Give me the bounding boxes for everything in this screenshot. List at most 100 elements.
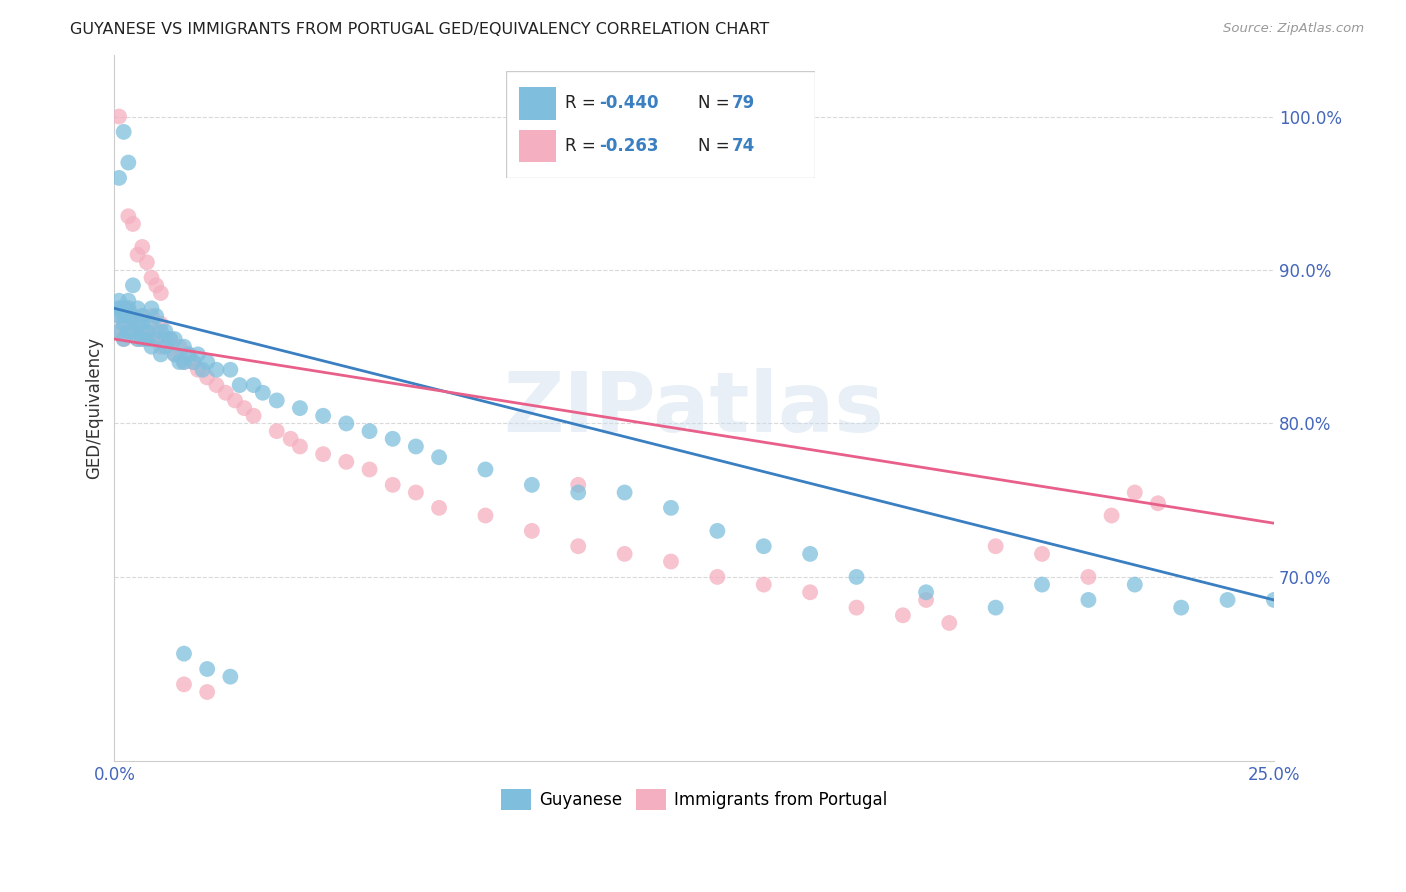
Text: 79: 79 [733, 95, 755, 112]
FancyBboxPatch shape [506, 71, 815, 178]
Point [173, 677, 195, 691]
Point [117, 209, 139, 223]
Point [335, 455, 357, 469]
Point [108, 170, 131, 185]
Point [108, 293, 131, 308]
Point [122, 309, 145, 323]
Point [567, 478, 589, 492]
Bar [519, 130, 555, 162]
Point [915, 593, 938, 607]
Point [131, 309, 153, 323]
Point [233, 401, 256, 416]
Point [149, 285, 172, 300]
Point [135, 324, 157, 338]
Point [335, 417, 357, 431]
Point [112, 317, 135, 331]
Point [135, 332, 157, 346]
Text: R =: R = [565, 137, 600, 155]
Point [177, 347, 200, 361]
Point [1031, 577, 1053, 591]
Point [427, 450, 450, 465]
Point [117, 293, 139, 308]
Point [173, 647, 195, 661]
Point [195, 662, 218, 676]
Point [187, 347, 209, 361]
Point [117, 301, 139, 316]
Text: N =: N = [697, 95, 735, 112]
Text: 74: 74 [733, 137, 755, 155]
Point [219, 670, 242, 684]
Point [312, 447, 335, 461]
Point [567, 539, 589, 553]
Point [191, 363, 214, 377]
Point [155, 332, 177, 346]
Point [252, 385, 274, 400]
Point [181, 355, 204, 369]
Point [242, 378, 264, 392]
Point [117, 309, 139, 323]
Point [127, 332, 149, 346]
Point [195, 685, 218, 699]
Point [169, 340, 191, 354]
Point [112, 332, 135, 346]
Point [1123, 577, 1146, 591]
Point [173, 355, 195, 369]
Point [159, 332, 181, 346]
Point [195, 370, 218, 384]
Point [799, 585, 821, 599]
Point [1077, 570, 1099, 584]
Point [613, 547, 636, 561]
Text: ZIPatlas: ZIPatlas [503, 368, 884, 449]
Point [131, 240, 153, 254]
Point [1216, 593, 1239, 607]
Point [141, 340, 163, 354]
Point [205, 363, 228, 377]
Point [173, 340, 195, 354]
Point [163, 332, 186, 346]
Point [127, 332, 149, 346]
Point [108, 301, 131, 316]
Point [108, 309, 131, 323]
Point [1263, 593, 1285, 607]
Point [122, 278, 145, 293]
Point [215, 385, 238, 400]
Point [163, 347, 186, 361]
Point [752, 539, 775, 553]
Point [359, 424, 381, 438]
Point [799, 547, 821, 561]
Point [122, 324, 145, 338]
Point [427, 500, 450, 515]
Point [613, 485, 636, 500]
Point [127, 301, 149, 316]
Point [108, 324, 131, 338]
Point [405, 485, 427, 500]
Point [177, 347, 200, 361]
Point [108, 324, 131, 338]
Y-axis label: GED/Equivalency: GED/Equivalency [86, 337, 103, 479]
Point [706, 524, 728, 538]
Point [242, 409, 264, 423]
Point [122, 324, 145, 338]
Point [195, 355, 218, 369]
Point [145, 324, 167, 338]
Point [117, 324, 139, 338]
Point [520, 478, 543, 492]
Point [117, 301, 139, 316]
Point [567, 485, 589, 500]
Point [915, 585, 938, 599]
Point [266, 393, 288, 408]
Point [112, 125, 135, 139]
Point [752, 577, 775, 591]
Point [141, 309, 163, 323]
Point [127, 247, 149, 261]
Point [181, 355, 204, 369]
Point [474, 462, 496, 476]
Point [288, 440, 311, 454]
Point [131, 309, 153, 323]
Point [659, 500, 682, 515]
Text: -0.263: -0.263 [599, 137, 658, 155]
Point [1101, 508, 1123, 523]
Point [108, 309, 131, 323]
Point [891, 608, 914, 623]
Point [149, 347, 172, 361]
